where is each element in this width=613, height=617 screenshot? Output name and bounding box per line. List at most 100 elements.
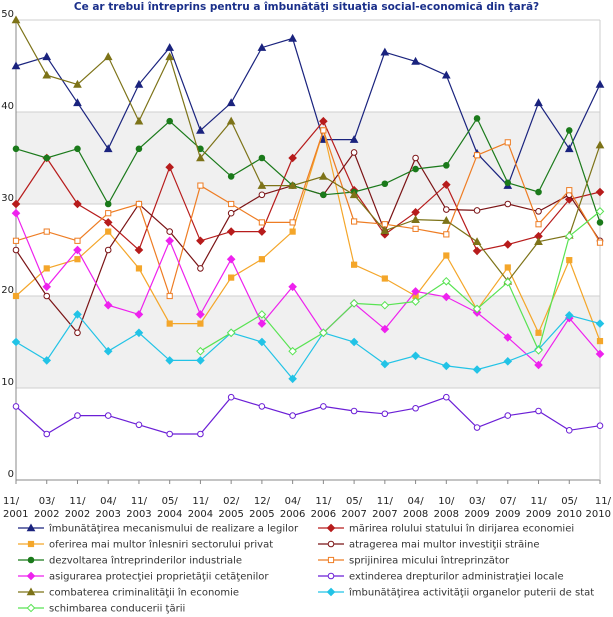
- series-2: [11, 116, 605, 256]
- data-point: [73, 98, 82, 107]
- data-point: [288, 153, 297, 163]
- x-tick-label-period: 03/: [39, 496, 56, 507]
- data-point: [196, 153, 205, 162]
- data-point: [380, 359, 390, 369]
- series-5: [12, 115, 604, 226]
- data-point: [443, 393, 450, 401]
- data-point: [135, 421, 143, 429]
- legend-label: oferirea mai multor înlesniri sectorului…: [49, 539, 273, 551]
- x-tick-label-year: 2005: [218, 509, 243, 520]
- data-point: [380, 226, 390, 234]
- x-tick-label-year: 2002: [65, 509, 90, 520]
- data-point: [226, 254, 236, 264]
- data-point: [349, 135, 359, 143]
- data-point: [380, 300, 390, 310]
- data-point: [166, 228, 173, 235]
- legend-item: schimbarea conducerii ţării: [18, 604, 185, 615]
- data-point: [257, 310, 267, 319]
- x-tick-label-year: 2008: [434, 509, 459, 520]
- data-point: [103, 52, 113, 61]
- data-point: [104, 246, 112, 254]
- data-point: [228, 200, 235, 208]
- x-tick-label-year: 2003: [126, 509, 151, 520]
- legend-label: dezvoltarea întreprinderilor industriale: [49, 555, 242, 567]
- data-point: [565, 127, 573, 134]
- data-point: [411, 351, 420, 361]
- data-point: [43, 154, 51, 162]
- data-point: [595, 140, 605, 149]
- legend-item: asigurarea protecţiei proprietăţii cetăţ…: [18, 572, 269, 583]
- x-tick-label-period: 04/: [285, 496, 302, 507]
- data-point: [412, 404, 419, 412]
- data-point: [43, 292, 51, 300]
- x-tick-label-period: 11/: [3, 496, 20, 507]
- data-point: [442, 276, 451, 286]
- data-point: [534, 98, 543, 107]
- data-point: [105, 228, 112, 235]
- data-point: [74, 256, 81, 263]
- x-tick-label-period: 11/: [315, 496, 332, 507]
- data-point: [535, 208, 542, 215]
- legend: îmbunătăţirea mecanismului de realizare …: [18, 523, 594, 615]
- x-tick-label-period: 10/: [438, 496, 455, 507]
- data-point: [381, 221, 388, 228]
- x-tick-label-period: 11/: [377, 496, 394, 507]
- legend-label: îmbunătăţirea activităţii organelor pute…: [348, 587, 594, 599]
- data-point: [42, 70, 52, 79]
- data-point: [134, 245, 144, 255]
- data-point: [196, 356, 205, 365]
- data-point: [74, 237, 81, 244]
- x-tick-label-year: 2003: [95, 509, 120, 520]
- data-point: [196, 125, 205, 134]
- data-point: [134, 79, 144, 88]
- data-point: [227, 393, 235, 401]
- data-point: [227, 209, 235, 217]
- data-point: [564, 144, 574, 153]
- data-point: [73, 199, 82, 209]
- series-line: [15, 212, 601, 366]
- data-point: [288, 181, 297, 189]
- y-tick-label: 30: [1, 193, 14, 204]
- data-point: [226, 98, 236, 107]
- x-tick-label-period: 02/: [223, 496, 240, 507]
- data-point: [258, 403, 266, 410]
- x-tick-label-year: 2009: [495, 509, 520, 520]
- data-point: [443, 252, 450, 259]
- data-point: [381, 410, 389, 418]
- data-point: [43, 265, 50, 272]
- data-point: [442, 292, 451, 302]
- data-point: [472, 237, 482, 246]
- x-tick-label-year: 2006: [311, 509, 336, 520]
- data-point: [258, 219, 265, 226]
- data-point: [12, 237, 20, 244]
- x-tick-label-year: 2010: [557, 509, 582, 520]
- data-point: [349, 190, 359, 199]
- y-tick-label: 20: [1, 285, 14, 296]
- series-line: [15, 396, 601, 435]
- legend-item: dezvoltarea întreprinderilor industriale: [18, 555, 242, 567]
- data-point: [257, 319, 267, 328]
- data-point: [197, 430, 204, 438]
- data-point: [135, 265, 143, 272]
- y-axis-ticks: 0 10 20 30 40 50: [1, 9, 14, 480]
- data-point: [134, 328, 144, 338]
- legend-swatch-marker: [327, 572, 335, 580]
- data-point: [288, 346, 297, 356]
- data-point: [503, 357, 513, 366]
- data-point: [350, 149, 358, 156]
- data-point: [134, 116, 144, 125]
- data-point: [289, 228, 296, 235]
- legend-label: schimbarea conducerii ţării: [49, 604, 185, 615]
- data-point: [412, 225, 419, 232]
- legend-label: asigurarea protecţiei proprietăţii cetăţ…: [49, 572, 269, 583]
- series-6: [12, 127, 604, 300]
- data-point: [73, 79, 82, 88]
- data-point: [42, 282, 52, 292]
- data-point: [135, 145, 143, 153]
- data-point: [258, 256, 265, 263]
- x-tick-label-period: 11/: [595, 496, 612, 507]
- series-line: [15, 120, 601, 252]
- legend-swatch-marker: [326, 523, 336, 533]
